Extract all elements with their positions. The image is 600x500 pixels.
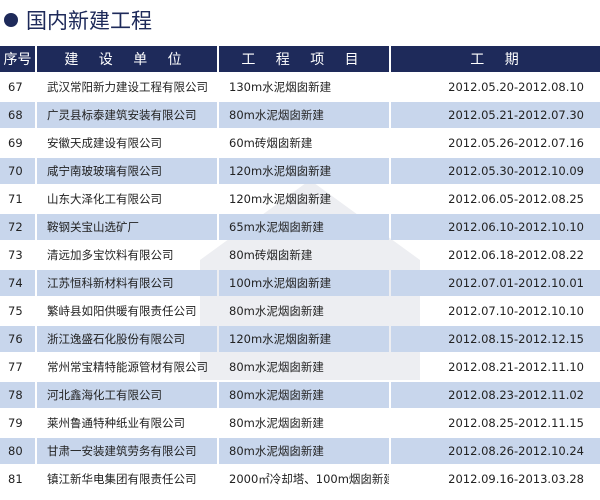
cell-per: 2012.07.10-2012.10.10 bbox=[448, 304, 584, 318]
table-row: 67 武汉常阳新力建设工程有限公司 130m水泥烟囱新建 2012.05.20-201… bbox=[0, 74, 600, 100]
table-row: 75 繁峙县如阳供暖有限责任公司 80m水泥烟囱新建 2012.07.10-2012.… bbox=[0, 298, 600, 324]
cell-unit: 安徽天成建设有限公司 bbox=[47, 136, 162, 150]
table-row: 70 咸宁南玻玻璃有限公司 120m水泥烟囱新建 2012.05.30-2012.10… bbox=[0, 158, 600, 184]
cell-seq: 74 bbox=[0, 270, 35, 296]
section-title: 国内新建工程 bbox=[4, 4, 152, 36]
cell-seq: 72 bbox=[0, 214, 35, 240]
cell-per: 2012.09.16-2013.03.28 bbox=[448, 472, 584, 486]
cell-project: 80m水泥烟囱新建 bbox=[219, 102, 389, 128]
table-row: 69 安徽天成建设有限公司 60m砖烟囱新建 2012.05.26-2012.07.1… bbox=[0, 130, 600, 156]
cell-project: 65m水泥烟囱新建 bbox=[219, 214, 389, 240]
header-seq: 序号 bbox=[0, 46, 35, 72]
cell-unit: 河北鑫海化工有限公司 bbox=[37, 382, 217, 408]
cell-per: 2012.08.26-2012.10.24 bbox=[391, 438, 600, 464]
cell-seq: 73 bbox=[8, 248, 23, 262]
cell-project: 80m水泥烟囱新建 bbox=[219, 438, 389, 464]
cell-seq: 67 bbox=[8, 80, 23, 94]
cell-per: 2012.07.01-2012.10.01 bbox=[391, 270, 600, 296]
cell-unit: 咸宁南玻玻璃有限公司 bbox=[37, 158, 217, 184]
header-period: 工 期 bbox=[391, 46, 600, 72]
header-project: 工 程 项 目 bbox=[219, 46, 389, 72]
cell-project: 80m水泥烟囱新建 bbox=[229, 416, 324, 430]
table-row: 78 河北鑫海化工有限公司 80m水泥烟囱新建 2012.08.23-2012.11.… bbox=[0, 382, 600, 408]
cell-project: 100m水泥烟囱新建 bbox=[219, 270, 389, 296]
header-unit: 建 设 单 位 bbox=[37, 46, 217, 72]
cell-seq: 70 bbox=[0, 158, 35, 184]
cell-per: 2012.05.26-2012.07.16 bbox=[448, 136, 584, 150]
cell-project: 130m水泥烟囱新建 bbox=[229, 80, 332, 94]
cell-unit: 甘肃一安装建筑劳务有限公司 bbox=[37, 438, 217, 464]
table-row: 77 常州常宝精特能源管材有限公司 80m水泥烟囱新建 2012.08.21-2012… bbox=[0, 354, 600, 380]
cell-project: 120m水泥烟囱新建 bbox=[229, 192, 332, 206]
projects-table: 序号 建 设 单 位 工 程 项 目 工 期 67 武汉常阳新力建设工程有限公司 1… bbox=[0, 44, 600, 494]
cell-per: 2012.08.15-2012.12.15 bbox=[391, 326, 600, 352]
table-row: 81 镇江新华电集团有限责任公司 2000㎡冷却塔、100m烟囱新建 2012.09.… bbox=[0, 466, 600, 492]
table-row: 79 莱州鲁通特种纸业有限公司 80m水泥烟囱新建 2012.08.25-2012.1… bbox=[0, 410, 600, 436]
table-row: 80 甘肃一安装建筑劳务有限公司 80m水泥烟囱新建 2012.08.26-2012.… bbox=[0, 438, 600, 464]
table-row: 71 山东大泽化工有限公司 120m水泥烟囱新建 2012.06.05-2012.08… bbox=[0, 186, 600, 212]
table-row: 73 清远加多宝饮料有限公司 80m砖烟囱新建 2012.06.18-2012.08.… bbox=[0, 242, 600, 268]
cell-seq: 80 bbox=[0, 438, 35, 464]
cell-per: 2012.06.05-2012.08.25 bbox=[448, 192, 584, 206]
cell-per: 2012.06.10-2012.10.10 bbox=[391, 214, 600, 240]
cell-per: 2012.05.20-2012.08.10 bbox=[448, 80, 584, 94]
cell-unit: 镇江新华电集团有限责任公司 bbox=[47, 472, 197, 486]
cell-unit: 莱州鲁通特种纸业有限公司 bbox=[47, 416, 185, 430]
table-header-row: 序号 建 设 单 位 工 程 项 目 工 期 bbox=[0, 46, 600, 72]
cell-project: 2000㎡冷却塔、100m烟囱新建 bbox=[229, 472, 389, 486]
table-row: 68 广灵县标泰建筑安装有限公司 80m水泥烟囱新建 2012.05.21-2012.… bbox=[0, 102, 600, 128]
cell-unit: 武汉常阳新力建设工程有限公司 bbox=[47, 80, 208, 94]
cell-unit: 常州常宝精特能源管材有限公司 bbox=[47, 360, 208, 374]
cell-project: 80m水泥烟囱新建 bbox=[229, 304, 324, 318]
cell-per: 2012.08.23-2012.11.02 bbox=[391, 382, 600, 408]
cell-unit: 繁峙县如阳供暖有限责任公司 bbox=[47, 304, 197, 318]
cell-project: 80m砖烟囱新建 bbox=[229, 248, 313, 262]
section-title-text: 国内新建工程 bbox=[26, 9, 152, 33]
cell-seq: 76 bbox=[0, 326, 35, 352]
cell-project: 80m水泥烟囱新建 bbox=[229, 360, 324, 374]
table-row: 72 鞍钢关宝山选矿厂 65m水泥烟囱新建 2012.06.10-2012.10.10 bbox=[0, 214, 600, 240]
cell-unit: 山东大泽化工有限公司 bbox=[47, 192, 162, 206]
cell-seq: 81 bbox=[8, 472, 23, 486]
cell-project: 60m砖烟囱新建 bbox=[229, 136, 313, 150]
cell-seq: 69 bbox=[8, 136, 23, 150]
cell-seq: 75 bbox=[8, 304, 23, 318]
cell-seq: 68 bbox=[0, 102, 35, 128]
cell-project: 120m水泥烟囱新建 bbox=[219, 326, 389, 352]
cell-project: 120m水泥烟囱新建 bbox=[219, 158, 389, 184]
cell-per: 2012.08.21-2012.11.10 bbox=[448, 360, 584, 374]
table-row: 76 浙江逸盛石化股份有限公司 120m水泥烟囱新建 2012.08.15-2012.… bbox=[0, 326, 600, 352]
cell-seq: 78 bbox=[0, 382, 35, 408]
cell-seq: 79 bbox=[8, 416, 23, 430]
cell-unit: 清远加多宝饮料有限公司 bbox=[47, 248, 174, 262]
cell-per: 2012.08.25-2012.11.15 bbox=[448, 416, 584, 430]
cell-per: 2012.06.18-2012.08.22 bbox=[448, 248, 584, 262]
cell-unit: 鞍钢关宝山选矿厂 bbox=[37, 214, 217, 240]
cell-seq: 77 bbox=[8, 360, 23, 374]
bullet-icon bbox=[4, 13, 18, 27]
cell-unit: 浙江逸盛石化股份有限公司 bbox=[37, 326, 217, 352]
cell-per: 2012.05.30-2012.10.09 bbox=[391, 158, 600, 184]
cell-unit: 江苏恒科新材料有限公司 bbox=[37, 270, 217, 296]
cell-project: 80m水泥烟囱新建 bbox=[219, 382, 389, 408]
table-row: 74 江苏恒科新材料有限公司 100m水泥烟囱新建 2012.07.01-2012.1… bbox=[0, 270, 600, 296]
cell-unit: 广灵县标泰建筑安装有限公司 bbox=[37, 102, 217, 128]
cell-seq: 71 bbox=[8, 192, 23, 206]
cell-per: 2012.05.21-2012.07.30 bbox=[391, 102, 600, 128]
